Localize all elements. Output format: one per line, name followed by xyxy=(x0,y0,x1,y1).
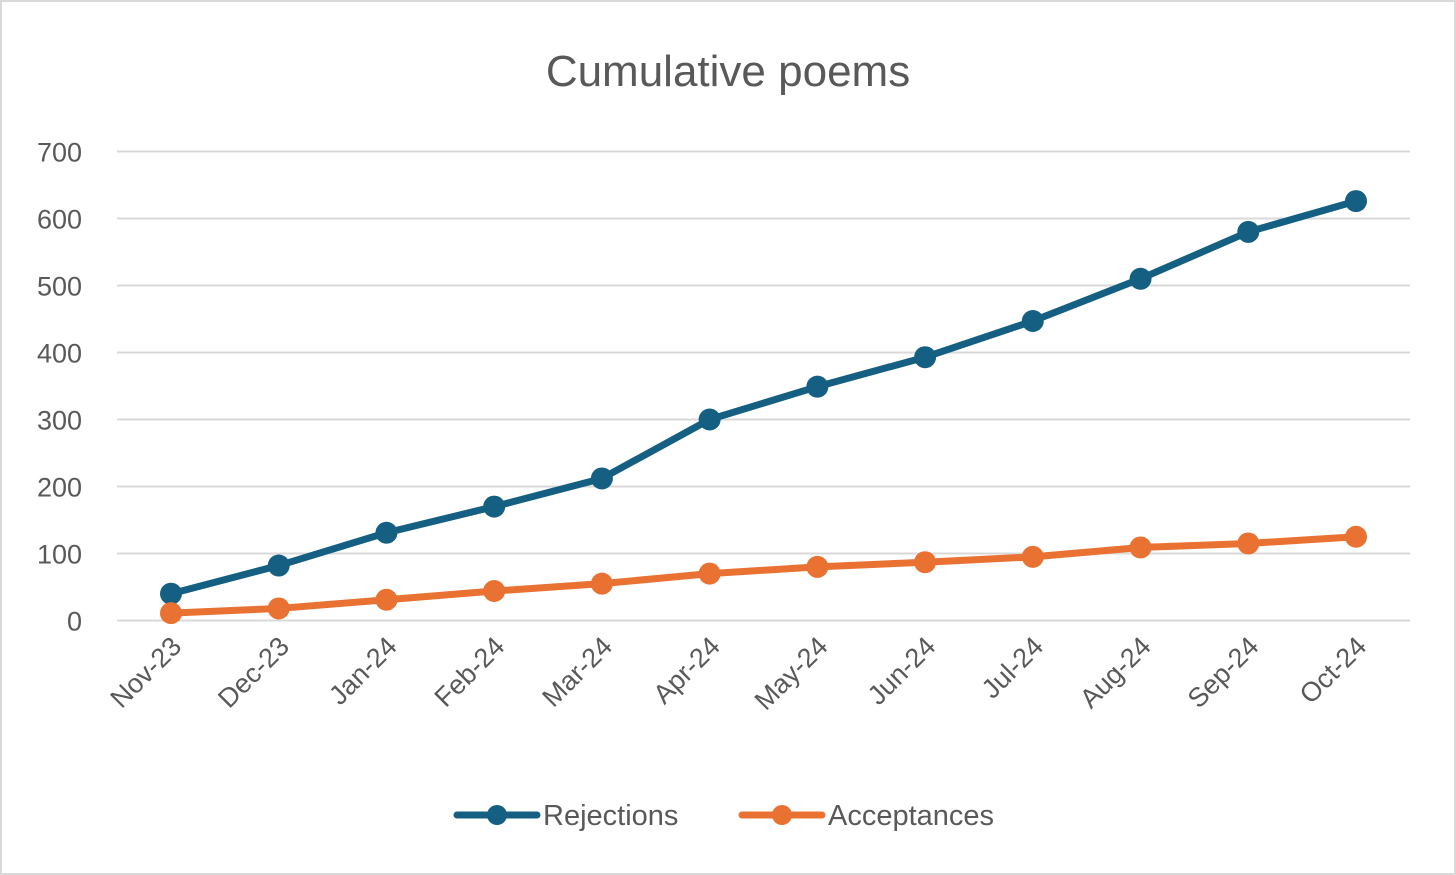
legend-label: Acceptances xyxy=(828,800,994,832)
legend: Rejections Acceptances xyxy=(453,800,994,832)
y-tick-label: 0 xyxy=(67,607,82,637)
chart-title: Cumulative poems xyxy=(546,47,910,96)
y-axis-labels: 0 100 200 300 400 500 600 700 xyxy=(37,138,82,637)
data-point-marker[interactable] xyxy=(375,588,398,611)
data-point-marker[interactable] xyxy=(160,582,182,605)
data-point-marker[interactable] xyxy=(914,551,937,574)
data-point-marker[interactable] xyxy=(1237,220,1260,243)
data-point-marker[interactable] xyxy=(483,495,506,518)
legend-item-rejections[interactable]: Rejections xyxy=(453,800,678,832)
x-tick-label: Apr-24 xyxy=(647,631,726,710)
data-point-marker[interactable] xyxy=(375,521,398,544)
y-tick-label: 600 xyxy=(37,205,82,235)
data-point-marker[interactable] xyxy=(1345,190,1367,213)
x-tick-label: Dec-23 xyxy=(212,631,295,714)
y-tick-label: 300 xyxy=(37,406,82,436)
data-point-marker[interactable] xyxy=(698,562,721,585)
x-tick-label: May-24 xyxy=(749,631,834,716)
x-tick-label: Jan-24 xyxy=(323,631,403,711)
y-tick-label: 200 xyxy=(37,473,82,503)
y-tick-label: 400 xyxy=(37,339,82,369)
x-tick-label: Nov-23 xyxy=(104,631,187,714)
x-tick-label: Sep-24 xyxy=(1182,631,1265,714)
gridlines xyxy=(117,150,1410,622)
data-point-marker[interactable] xyxy=(806,555,829,578)
data-point-marker[interactable] xyxy=(267,554,290,577)
x-tick-label: Jul-24 xyxy=(976,631,1049,704)
series-line xyxy=(167,533,1360,617)
series-acceptances xyxy=(160,525,1367,625)
data-point-marker[interactable] xyxy=(590,467,613,490)
x-tick-label: Oct-24 xyxy=(1294,631,1373,710)
x-tick-label: Mar-24 xyxy=(536,631,618,713)
y-tick-label: 500 xyxy=(37,272,82,302)
data-point-marker[interactable] xyxy=(590,572,613,595)
series-rejections xyxy=(160,190,1367,605)
data-point-marker[interactable] xyxy=(1237,532,1260,555)
data-point-marker[interactable] xyxy=(698,408,721,431)
data-point-marker[interactable] xyxy=(1129,536,1152,559)
legend-marker-icon xyxy=(487,805,507,825)
data-point-marker[interactable] xyxy=(1345,525,1367,548)
x-axis-labels: Nov-23 Dec-23 Jan-24 Feb-24 Mar-24 Apr-24 May-… xyxy=(104,631,1372,716)
legend-item-acceptances[interactable]: Acceptances xyxy=(738,800,994,832)
data-point-marker[interactable] xyxy=(914,346,937,369)
data-point-marker[interactable] xyxy=(267,597,290,620)
data-point-marker[interactable] xyxy=(160,602,182,625)
y-tick-label: 100 xyxy=(37,540,82,570)
data-point-marker[interactable] xyxy=(806,375,829,398)
series-line xyxy=(167,197,1360,598)
x-tick-label: Jun-24 xyxy=(862,631,942,711)
data-point-marker[interactable] xyxy=(1021,545,1044,568)
legend-label: Rejections xyxy=(543,800,678,832)
series-lines xyxy=(160,190,1367,625)
x-tick-label: Feb-24 xyxy=(429,631,511,713)
data-point-marker[interactable] xyxy=(483,580,506,603)
legend-marker-icon xyxy=(772,805,792,825)
x-tick-label: Aug-24 xyxy=(1074,631,1157,714)
y-tick-label: 700 xyxy=(37,138,82,168)
data-point-marker[interactable] xyxy=(1129,267,1152,290)
data-point-marker[interactable] xyxy=(1021,310,1044,333)
